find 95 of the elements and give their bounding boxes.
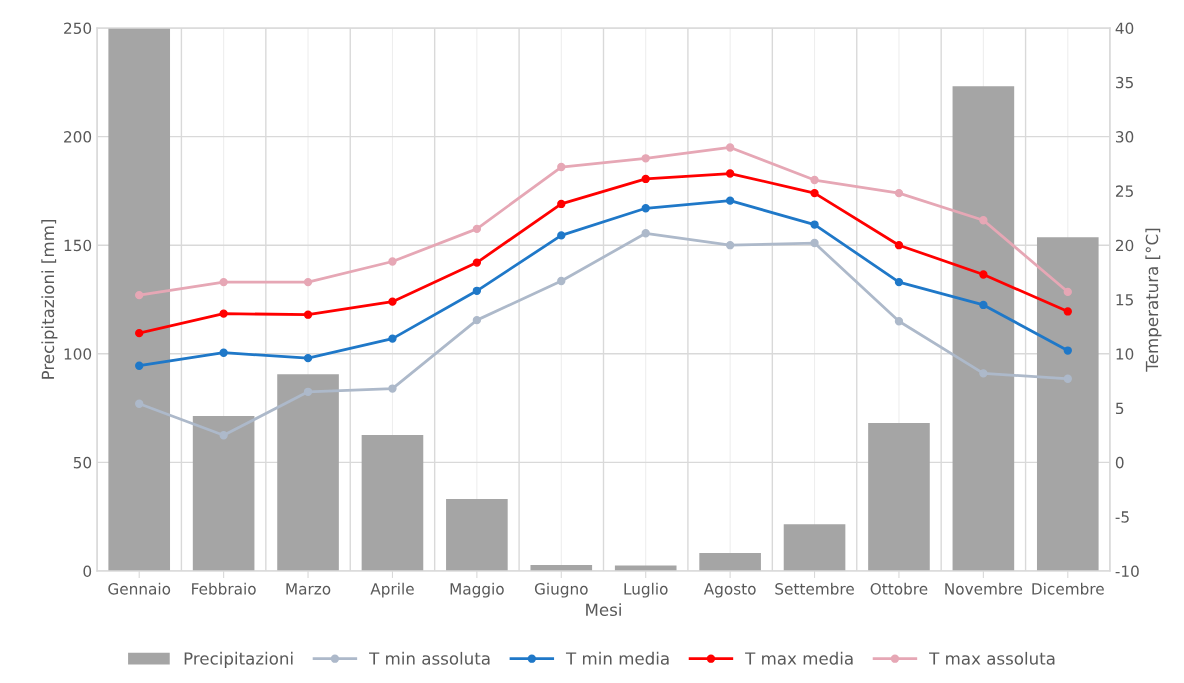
bar xyxy=(361,435,424,571)
y-tick-label: 150 xyxy=(64,239,92,252)
y-tick-label: 100 xyxy=(64,348,92,360)
point xyxy=(810,238,819,248)
bar xyxy=(108,28,171,571)
point xyxy=(219,348,228,357)
point xyxy=(725,169,735,178)
x-tick-label: Gennaio xyxy=(108,582,171,595)
point xyxy=(810,220,819,229)
x-axis-title: Mesi xyxy=(586,603,621,617)
y2-tick-label: -10 xyxy=(1115,565,1139,578)
point xyxy=(388,297,397,306)
legend-label: T min media xyxy=(565,651,669,665)
y-tick-label: 250 xyxy=(64,22,92,35)
point xyxy=(472,286,482,295)
bar xyxy=(952,86,1015,571)
bar xyxy=(1036,237,1099,571)
point xyxy=(303,387,313,396)
y2-tick-label: 0 xyxy=(1115,456,1124,469)
y-axis-title: Precipitazioni [mm] xyxy=(41,220,58,379)
y2-tick-label: -5 xyxy=(1115,511,1129,523)
point xyxy=(303,277,313,287)
point xyxy=(894,317,904,326)
point xyxy=(979,300,988,310)
point xyxy=(894,188,904,198)
x-tick-label: Ottobre xyxy=(870,582,928,595)
point xyxy=(641,204,650,213)
y2-tick-label: 20 xyxy=(1115,239,1134,252)
y2-tick-label: 5 xyxy=(1116,402,1124,415)
bar xyxy=(699,552,761,571)
legend-label: T min assoluta xyxy=(369,651,490,665)
point xyxy=(472,224,482,234)
point xyxy=(557,231,566,240)
legend-label: T max media xyxy=(745,651,853,665)
bar xyxy=(783,524,846,571)
point xyxy=(388,384,397,393)
y2-tick-label: 40 xyxy=(1115,22,1134,35)
point xyxy=(472,315,482,325)
bar xyxy=(277,374,339,571)
y2-tick-label: 10 xyxy=(1116,348,1134,360)
bar xyxy=(446,498,508,571)
point xyxy=(810,175,819,185)
y2-tick-label: 25 xyxy=(1115,185,1133,197)
point xyxy=(810,188,819,198)
point xyxy=(894,277,904,287)
x-tick-label: Dicembre xyxy=(1032,582,1104,595)
point xyxy=(1063,346,1072,355)
point xyxy=(979,216,988,225)
x-tick-label: Febbraio xyxy=(192,582,256,595)
point xyxy=(303,353,313,363)
point xyxy=(641,174,650,184)
bar xyxy=(868,423,930,571)
point xyxy=(1063,307,1072,316)
point xyxy=(135,399,144,408)
x-tick-label: Agosto xyxy=(703,583,756,598)
point xyxy=(388,334,397,343)
y2-axis-title: Temperatura [°C] xyxy=(1145,228,1162,372)
point xyxy=(894,241,904,250)
point xyxy=(1063,374,1072,383)
point xyxy=(979,270,988,279)
point xyxy=(641,154,650,163)
point xyxy=(725,241,735,250)
point xyxy=(303,310,313,319)
point xyxy=(557,162,566,172)
legend-label: Precipitazioni xyxy=(184,651,293,668)
x-tick-label: Settembre xyxy=(775,582,854,595)
x-tick-label: Aprile xyxy=(370,582,414,598)
x-tick-label: Maggio xyxy=(450,582,504,598)
point xyxy=(725,196,735,205)
point xyxy=(135,328,144,338)
point xyxy=(135,361,144,370)
point xyxy=(219,431,228,440)
y-tick-label: 50 xyxy=(73,456,92,469)
legend-label: T max assoluta xyxy=(929,651,1055,665)
y2-tick-label: 35 xyxy=(1116,76,1133,89)
x-tick-label: Marzo xyxy=(286,583,331,595)
point xyxy=(641,229,650,238)
x-tick-label: Luglio xyxy=(624,582,668,598)
point xyxy=(557,199,566,209)
point xyxy=(388,257,397,266)
point xyxy=(219,309,228,318)
x-tick-label: Novembre xyxy=(945,582,1023,595)
point xyxy=(135,290,144,300)
point xyxy=(557,276,566,286)
y-tick-label: 0 xyxy=(83,565,92,578)
y2-tick-label: 30 xyxy=(1116,131,1134,143)
bar xyxy=(192,415,255,571)
x-tick-label: Giugno xyxy=(534,582,588,598)
point xyxy=(472,258,482,267)
y2-tick-label: 15 xyxy=(1116,294,1133,306)
y-tick-label: 200 xyxy=(64,131,92,143)
point xyxy=(725,143,735,152)
point xyxy=(979,369,988,378)
point xyxy=(1063,287,1072,297)
point xyxy=(219,277,228,287)
